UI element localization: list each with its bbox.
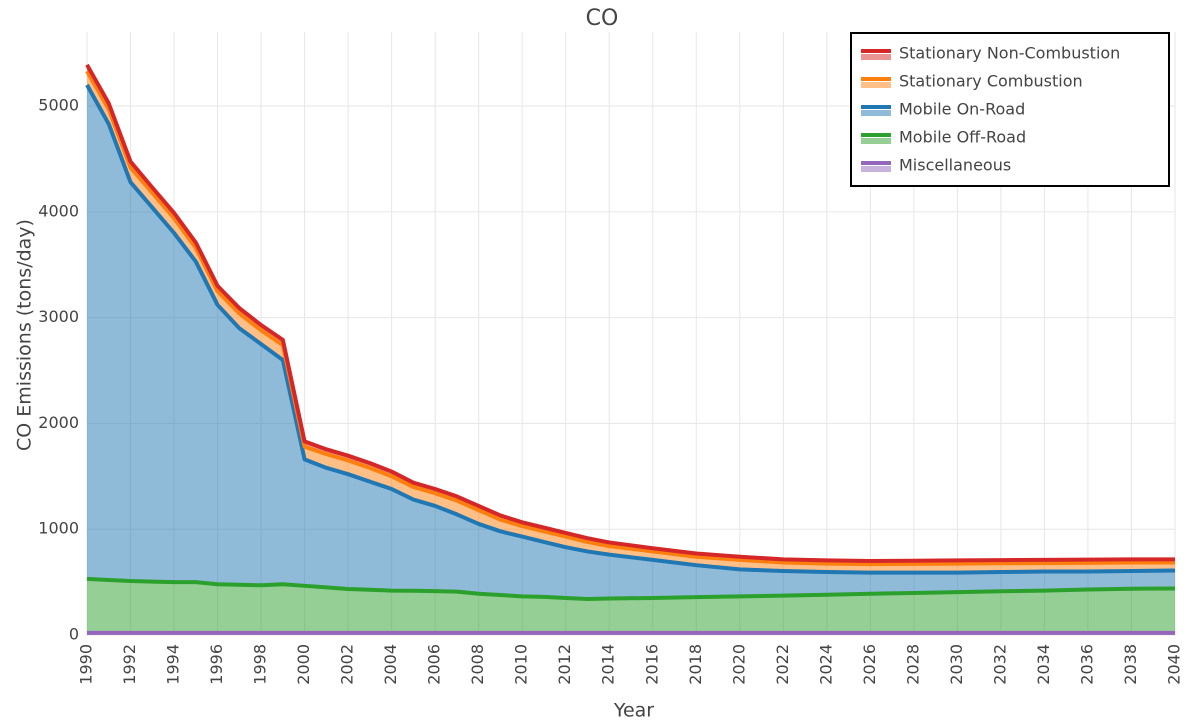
grid: 0 1000 2000 3000 4000 5000 1990 1992 1994 1996 199… bbox=[38, 32, 1184, 685]
x-tick-label: 2004 bbox=[381, 644, 400, 685]
x-tick-label: 2018 bbox=[686, 644, 705, 685]
x-tick-label: 2014 bbox=[599, 644, 618, 685]
legend-label: Stationary Combustion bbox=[899, 72, 1083, 91]
x-tick-label: 2010 bbox=[512, 644, 531, 685]
x-tick-label: 2016 bbox=[642, 644, 661, 685]
x-tick-label: 2020 bbox=[729, 644, 748, 685]
x-tick-label: 2012 bbox=[555, 644, 574, 685]
y-tick-label: 1000 bbox=[38, 519, 79, 538]
x-tick-label: 2038 bbox=[1121, 644, 1140, 685]
x-tick-label: 2002 bbox=[338, 644, 357, 685]
line bbox=[86, 576, 1176, 602]
x-tick-label: 2022 bbox=[773, 644, 792, 685]
x-tick-label: 1992 bbox=[120, 644, 139, 685]
area bbox=[87, 578, 1175, 633]
plot-area bbox=[85, 63, 1176, 635]
legend-label: Mobile On-Road bbox=[899, 100, 1025, 119]
x-tick-label: 1996 bbox=[207, 644, 226, 685]
y-axis-label: CO Emissions (tons/day) bbox=[14, 219, 36, 451]
x-tick-label: 2040 bbox=[1165, 644, 1184, 685]
y-tick-label: 3000 bbox=[38, 307, 79, 326]
line bbox=[85, 83, 1176, 575]
x-tick-label: 2024 bbox=[816, 644, 835, 685]
x-tick-label: 2006 bbox=[425, 644, 444, 685]
x-tick-label: 2036 bbox=[1077, 644, 1096, 685]
legend-label: Miscellaneous bbox=[899, 156, 1011, 175]
area bbox=[87, 84, 1175, 600]
line bbox=[85, 63, 1175, 563]
x-tick-label: 2026 bbox=[860, 644, 879, 685]
y-tick-label: 2000 bbox=[38, 413, 79, 432]
legend: Stationary Non-Combustion Stationary Comb… bbox=[850, 32, 1170, 187]
y-tick-label: 4000 bbox=[38, 201, 79, 220]
x-axis-label: Year bbox=[613, 700, 654, 722]
x-tick-label: 2028 bbox=[903, 644, 922, 685]
x-tick-label: 2032 bbox=[990, 644, 1009, 685]
y-tick-label: 5000 bbox=[38, 96, 79, 115]
x-tick-label: 2008 bbox=[468, 644, 487, 685]
chart-title: CO bbox=[586, 6, 619, 31]
x-tick-label: 1994 bbox=[164, 644, 183, 685]
x-tick-label: 2030 bbox=[947, 644, 966, 685]
x-tick-label: 1990 bbox=[77, 644, 96, 685]
line bbox=[85, 70, 1175, 567]
x-tick-label: 2000 bbox=[294, 644, 313, 685]
legend-label: Stationary Non-Combustion bbox=[899, 44, 1120, 63]
x-tick-label: 1998 bbox=[251, 644, 270, 685]
x-tick-label: 2034 bbox=[1034, 644, 1053, 685]
legend-label: Mobile Off-Road bbox=[899, 128, 1026, 147]
y-tick-label: 0 bbox=[69, 625, 79, 644]
legend-box bbox=[850, 32, 1170, 187]
